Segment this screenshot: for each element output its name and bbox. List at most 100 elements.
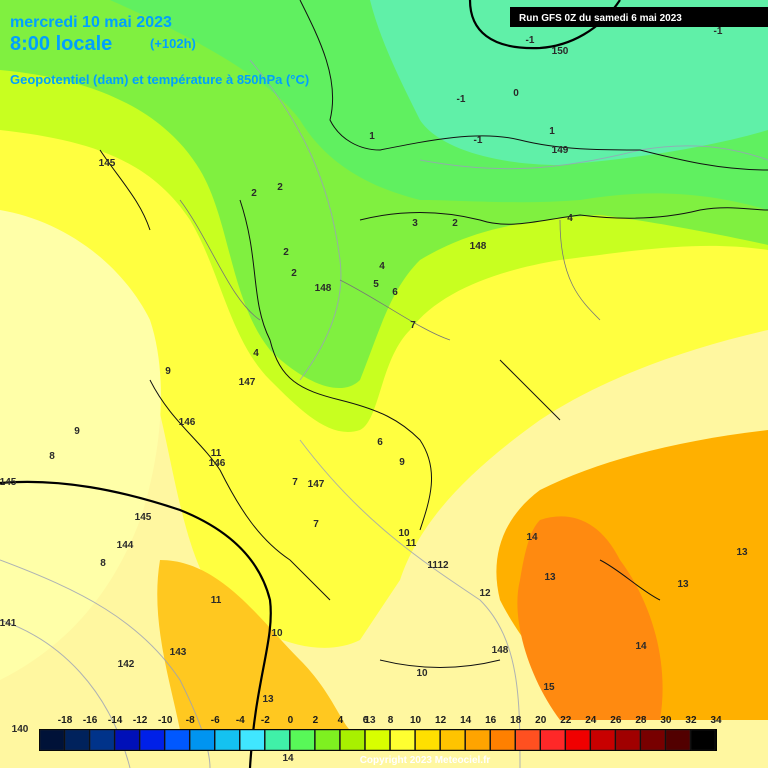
colorbar-swatch bbox=[64, 729, 90, 751]
map-value-label: 8 bbox=[49, 451, 55, 462]
map-value-label: 13 bbox=[262, 694, 274, 705]
colorbar-label: 16 bbox=[485, 715, 497, 726]
colorbar-label: 32 bbox=[685, 715, 697, 726]
map-value-label: 14 bbox=[635, 641, 647, 652]
map-value-label: 7 bbox=[292, 477, 298, 488]
colorbar-swatch bbox=[164, 729, 190, 751]
colorbar-swatch bbox=[665, 729, 691, 751]
field-teal bbox=[370, 0, 768, 165]
coastlines bbox=[99, 0, 768, 668]
colorbar-swatch bbox=[189, 729, 215, 751]
map-value-label: -1 bbox=[457, 94, 466, 105]
map-value-label: 4 bbox=[379, 261, 385, 272]
colorbar-swatch bbox=[39, 729, 65, 751]
map-value-label: 15 bbox=[543, 682, 555, 693]
map-value-label: 10 bbox=[398, 528, 410, 539]
map-value-label: 146 bbox=[179, 417, 196, 428]
colorbar-label: 12 bbox=[435, 715, 447, 726]
map-value-label: 3 bbox=[412, 218, 418, 229]
map-value-label: 7 bbox=[410, 320, 416, 331]
map-value-label: 150 bbox=[552, 46, 569, 57]
colorbar-swatch bbox=[265, 729, 290, 751]
map-value-label: 7 bbox=[313, 519, 319, 530]
map-value-label: 145 bbox=[135, 512, 152, 523]
contour bbox=[0, 480, 272, 768]
colorbar-label: 20 bbox=[535, 715, 547, 726]
map-value-label: 148 bbox=[315, 283, 332, 294]
map-value-label: 147 bbox=[239, 377, 256, 388]
map-value-label: 141 bbox=[0, 618, 17, 629]
map-value-label: 12 bbox=[479, 588, 491, 599]
run-label: Run GFS 0Z du samedi 6 mai 2023 bbox=[519, 13, 682, 24]
colorbar-swatch bbox=[215, 729, 240, 751]
colorbar-label: 6 bbox=[363, 715, 369, 726]
map-value-label: 145 bbox=[99, 158, 116, 169]
map-value-label: 5 bbox=[373, 279, 379, 290]
colorbar-label: 14 bbox=[460, 715, 472, 726]
colorbar-label: -10 bbox=[158, 715, 173, 726]
colorbar-swatch bbox=[640, 729, 666, 751]
field-label: Geopotentiel (dam) et température à 850h… bbox=[10, 72, 309, 87]
map-value-label: 1112 bbox=[427, 560, 449, 571]
colorbar-swatch bbox=[415, 729, 440, 751]
colorbar-label: -12 bbox=[133, 715, 148, 726]
map-value-label: 2 bbox=[291, 268, 297, 279]
map-value-label: 9 bbox=[165, 366, 171, 377]
map-value-label: -1 bbox=[714, 26, 723, 37]
map-value-label: 14 bbox=[526, 532, 538, 543]
map-value-label: 2 bbox=[283, 247, 289, 258]
map-value-label: 148 bbox=[470, 241, 487, 252]
date-label: mercredi 10 mai 2023 bbox=[10, 14, 172, 31]
colorbar-swatch bbox=[290, 729, 315, 751]
colorbar-swatch bbox=[465, 729, 490, 751]
colorbar-swatch bbox=[240, 729, 265, 751]
colorbar-swatch bbox=[365, 729, 390, 751]
colorbar-label: 10 bbox=[410, 715, 422, 726]
colorbar-label: 8 bbox=[388, 715, 394, 726]
colorbar-swatch bbox=[139, 729, 165, 751]
field-dark-orange bbox=[517, 516, 663, 720]
map-value-label: 149 bbox=[552, 145, 569, 156]
colorbar-swatch bbox=[540, 729, 566, 751]
map-value-label: -1 bbox=[474, 135, 483, 146]
colorbar-label: 34 bbox=[710, 715, 722, 726]
colorbar-swatch bbox=[515, 729, 540, 751]
map-value-label: 140 bbox=[12, 724, 29, 735]
colorbar-label: 4 bbox=[338, 715, 344, 726]
colorbar-swatch bbox=[390, 729, 415, 751]
field-orange-west bbox=[157, 560, 350, 730]
colorbar-label: 24 bbox=[585, 715, 597, 726]
colorbar-swatch bbox=[114, 729, 140, 751]
colorbar-swatch bbox=[315, 729, 340, 751]
map-value-label: 142 bbox=[118, 659, 135, 670]
map-value-label: 9 bbox=[74, 426, 80, 437]
map-value-label: 4 bbox=[567, 213, 573, 224]
map-value-label: 2 bbox=[251, 188, 257, 199]
colorbar-label: -18 bbox=[58, 715, 73, 726]
colorbar-label: 18 bbox=[510, 715, 522, 726]
map-value-label: -1 bbox=[526, 35, 535, 46]
colorbar-label: 0 bbox=[288, 715, 294, 726]
map-value-label: 144 bbox=[117, 540, 134, 551]
colorbar-swatch bbox=[340, 729, 365, 751]
map-value-label: 146 bbox=[209, 458, 226, 469]
colorbar-swatch bbox=[565, 729, 591, 751]
map-value-label: 6 bbox=[392, 287, 398, 298]
colorbar-label: 22 bbox=[560, 715, 572, 726]
map-value-label: 10 bbox=[416, 668, 428, 679]
map-value-label: 13 bbox=[364, 715, 376, 726]
colorbar-label: -16 bbox=[83, 715, 98, 726]
map-value-label: 14 bbox=[282, 753, 294, 764]
colorbar-swatch bbox=[490, 729, 515, 751]
colorbar-swatch bbox=[89, 729, 115, 751]
map-value-label: 9 bbox=[399, 457, 405, 468]
colorbar-label: -4 bbox=[236, 715, 245, 726]
colorbar-swatch bbox=[440, 729, 465, 751]
map-value-label: 0 bbox=[513, 88, 519, 99]
borders bbox=[179, 199, 601, 341]
colorbar-label: 30 bbox=[660, 715, 672, 726]
colorbar-swatch bbox=[690, 729, 716, 751]
colorbar-label: -6 bbox=[211, 715, 220, 726]
colorbar: -18 -16 -14 -12 -10 -8 -6 -4 -2 0 2 4 6 8 10 12 14 16 18 20… bbox=[39, 715, 722, 751]
